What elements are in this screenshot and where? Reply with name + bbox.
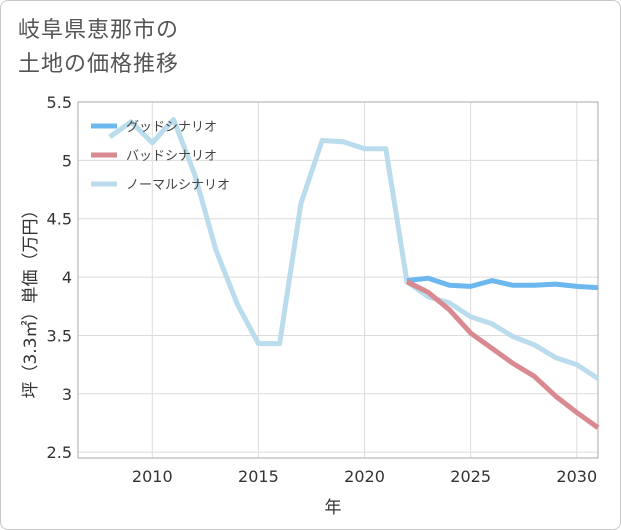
y-tick-labels: 2.5 3 3.5 4 4.5 5 5.5: [47, 93, 72, 462]
series-line-good[interactable]: [406, 275, 599, 291]
title-line-2: 土地の価格推移: [18, 52, 180, 77]
legend-label-bad: バッドシナリオ: [126, 149, 217, 164]
legend-label-normal: ノーマルシナリオ: [126, 178, 230, 193]
x-tick-label: 2025: [450, 467, 491, 486]
series-line-normal[interactable]: [108, 117, 600, 381]
x-tick-label: 2010: [132, 467, 173, 486]
chart-title: 岐阜県恵那市の 土地の価格推移: [18, 14, 179, 82]
y-tick-label: 5.5: [47, 93, 72, 112]
y-tick-label: 3.5: [47, 326, 72, 345]
y-tick-label: 4.5: [47, 210, 72, 229]
x-axis-title: 年: [325, 498, 342, 518]
y-tick-label: 3: [62, 385, 72, 404]
series-line-bad[interactable]: [405, 279, 600, 430]
title-line-1: 岐阜県恵那市の: [18, 18, 180, 43]
plot-area: [77, 101, 599, 459]
legend: グッドシナリオ バッドシナリオ ノーマルシナリオ: [91, 120, 230, 193]
y-tick-label: 4: [62, 268, 72, 287]
legend-label-good: グッドシナリオ: [126, 120, 217, 135]
y-tick-label: 2.5: [47, 443, 72, 462]
x-tick-label: 2020: [344, 467, 385, 486]
series-lines: [108, 117, 600, 430]
y-tick-label: 5: [62, 151, 72, 170]
x-tick-labels: 2010 2015 2020 2025 2030: [132, 467, 597, 486]
y-axis-title: 坪（3.3㎡）単価（万円）: [21, 201, 41, 398]
x-tick-label: 2030: [556, 467, 597, 486]
x-tick-label: 2015: [238, 467, 279, 486]
